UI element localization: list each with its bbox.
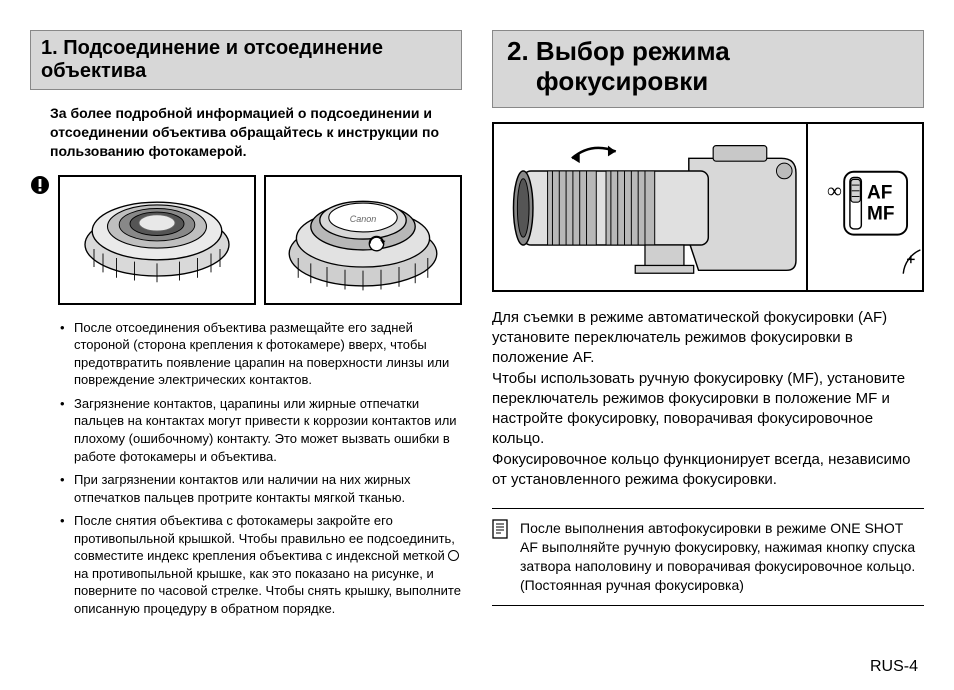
bullet-4-part2: на противопыльной крышке, как это показа… <box>74 566 461 616</box>
bullet-item: После отсоединения объектива размещайте … <box>74 319 462 389</box>
section-1-intro: За более подробной информацией о подсоед… <box>30 104 462 161</box>
section-2-body: Для съемки в режиме автоматической фокус… <box>492 308 924 490</box>
bullet-item: После снятия объектива с фотокамеры закр… <box>74 512 462 617</box>
figure-1b: Canon <box>264 175 462 305</box>
index-mark-icon <box>448 550 459 561</box>
figure-2: ∞ AF MF <box>492 122 924 292</box>
section-1-header: 1. Подсоединение и отсоединение объектив… <box>30 30 462 90</box>
note-text: После выполнения автофокусировки в режим… <box>520 519 920 595</box>
svg-text:Canon: Canon <box>350 214 377 224</box>
left-column: 1. Подсоединение и отсоединение объектив… <box>30 30 462 640</box>
figure-1a <box>58 175 256 305</box>
section-1-bullets: После отсоединения объектива размещайте … <box>30 319 462 624</box>
page-number: RUS-4 <box>870 658 918 676</box>
bullet-item: При загрязнении контактов или наличии на… <box>74 471 462 506</box>
svg-text:MF: MF <box>867 203 894 224</box>
caution-icon <box>30 175 50 195</box>
right-column: 2. Выбор режима фокусировки <box>492 30 924 640</box>
body-p3: Фокусировочное кольцо функционирует всег… <box>492 451 911 488</box>
note-icon <box>492 519 510 595</box>
svg-text:∞: ∞ <box>827 178 842 202</box>
section-2-title-l1: Выбор режима <box>536 36 730 66</box>
figure-2-camera <box>494 124 808 290</box>
figure-2-switch: ∞ AF MF <box>808 124 922 290</box>
section-2-title-l2: фокусировки <box>536 66 708 96</box>
bullet-item: Загрязнение контактов, царапины или жирн… <box>74 395 462 465</box>
section-2-number: 2. <box>507 36 529 66</box>
section-1-title: Подсоединение и отсоединение объектива <box>41 37 383 82</box>
body-p1: Для съемки в режиме автоматической фокус… <box>492 309 887 367</box>
bullet-4-part1: После снятия объектива с фотокамеры закр… <box>74 513 455 563</box>
figure-1-row: Canon <box>30 175 462 305</box>
svg-text:AF: AF <box>867 182 892 203</box>
body-p2: Чтобы использовать ручную фокусировку (M… <box>492 370 905 448</box>
note-box: После выполнения автофокусировки в режим… <box>492 508 924 606</box>
section-1-number: 1. <box>41 37 58 59</box>
section-2-header: 2. Выбор режима фокусировки <box>492 30 924 108</box>
